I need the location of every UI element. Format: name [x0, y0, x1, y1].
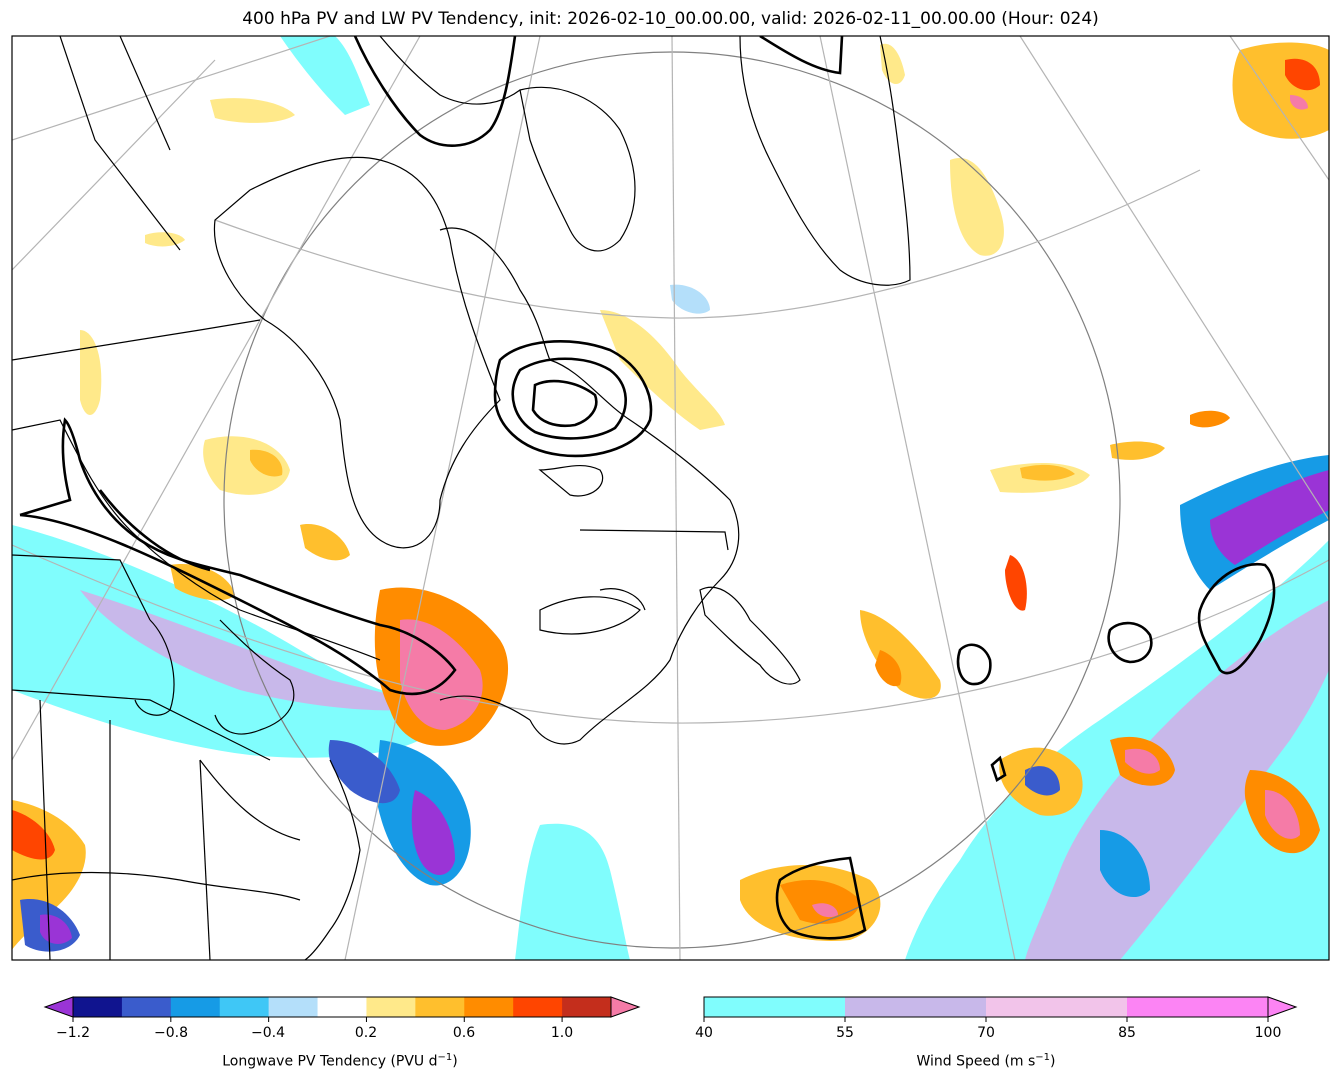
pv-tick-label: 1.0	[550, 1025, 574, 1041]
wind-tick-label: 100	[1254, 1025, 1282, 1041]
wind-tick-label: 55	[836, 1025, 854, 1041]
pv-tendency-fill	[12, 42, 1329, 952]
wind-tick-label: 70	[977, 1025, 995, 1041]
pv-colorbar-outline	[72, 996, 612, 1018]
wind-tick-label: 40	[695, 1025, 713, 1041]
pv-tendency-colorbar	[43, 996, 641, 1022]
coastlines	[12, 36, 911, 960]
graticule	[12, 36, 1329, 960]
pv-tick-label: −1.2	[56, 1025, 90, 1041]
pv-tick-label: 0.6	[452, 1025, 476, 1041]
wind-speed-colorbar	[703, 996, 1298, 1022]
wind-colorbar-segment	[1127, 997, 1269, 1017]
pv-colorbar-segment	[219, 997, 270, 1017]
pv-colorbar-segment	[562, 997, 612, 1017]
pv-tick-label: 0.2	[354, 1025, 378, 1041]
wind-tick-label: 85	[1118, 1025, 1136, 1041]
pv-colorbar-segment	[170, 997, 221, 1017]
pv-colorbar-segment	[513, 997, 563, 1017]
pv-contours	[19, 36, 1276, 940]
map-title: 400 hPa PV and LW PV Tendency, init: 202…	[242, 9, 1099, 29]
pv-colorbar-segment	[415, 997, 465, 1017]
pv-colorbar-segment	[317, 997, 367, 1017]
pv-colorbar-segment	[121, 997, 172, 1017]
pv-colorbar-segment	[366, 997, 416, 1017]
map-frame	[11, 35, 1330, 961]
pv-colorbar-segment	[268, 997, 319, 1017]
pv-colorbar-over-extension	[610, 996, 641, 1018]
wind-colorbar-segment	[704, 997, 846, 1017]
pv-colorbar-under-extension	[43, 996, 74, 1018]
wind-colorbar-segment	[845, 997, 987, 1017]
pv-tick-label: −0.8	[154, 1025, 188, 1041]
map-area	[12, 36, 1329, 960]
pv-tick-label: −0.4	[251, 1025, 285, 1041]
pv-colorbar-segment	[464, 997, 514, 1017]
pv-colorbar-label: Longwave PV Tendency (PVU d−1)	[222, 1052, 458, 1070]
pv-colorbar-segment	[73, 997, 123, 1017]
wind-speed-fill	[12, 36, 1329, 960]
wind-colorbar-segment	[986, 997, 1128, 1017]
wind-colorbar-over-extension	[1267, 996, 1298, 1018]
wind-colorbar-label: Wind Speed (m s−1)	[916, 1052, 1056, 1070]
